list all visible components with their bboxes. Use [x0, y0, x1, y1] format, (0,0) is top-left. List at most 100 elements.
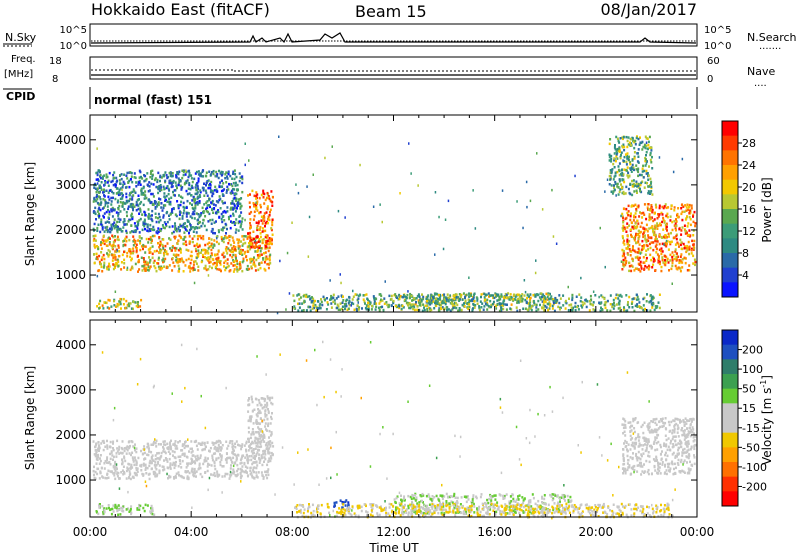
- power-cell: [457, 298, 460, 301]
- power-cell: [671, 264, 674, 268]
- power-cell: [115, 180, 118, 184]
- power-cell: [215, 175, 218, 178]
- power-cell: [453, 294, 456, 298]
- power-cell: [654, 236, 657, 239]
- power-cell: [622, 241, 625, 244]
- velocity-cell: [255, 454, 257, 458]
- power-cell: [646, 244, 649, 248]
- velocity-cell: [194, 455, 197, 458]
- power-cell: [648, 213, 651, 216]
- velocity-cell: [248, 455, 251, 458]
- power-cell: [684, 218, 687, 221]
- power-cell: [621, 215, 624, 218]
- power-cell: [646, 206, 649, 209]
- power-cell: [625, 135, 628, 139]
- power-cell: [196, 195, 199, 198]
- power-cell: [614, 174, 617, 177]
- power-cell: [635, 226, 638, 229]
- power-cell: [112, 243, 115, 247]
- power-cell: [469, 299, 472, 302]
- power-cell: [323, 297, 326, 300]
- power-cell: [340, 307, 343, 311]
- velocity-cell: [249, 446, 252, 450]
- power-cell: [157, 203, 160, 207]
- power-cell: [622, 265, 625, 268]
- velocity-cell: [213, 461, 216, 465]
- power-cell: [533, 301, 536, 305]
- power-cell: [237, 244, 240, 248]
- velocity-cell: [152, 472, 155, 476]
- power-cell: [666, 257, 669, 261]
- power-cell: [154, 200, 157, 204]
- power-cell: [248, 212, 251, 215]
- velocity-cell: [104, 445, 107, 448]
- power-cell: [117, 260, 120, 263]
- power-cell: [174, 235, 177, 239]
- power-cell: [153, 250, 156, 253]
- power-cell: [649, 309, 652, 312]
- power-cell: [216, 253, 219, 256]
- power-cell: [232, 207, 235, 210]
- power-cell: [210, 230, 213, 233]
- power-cell: [674, 264, 677, 268]
- velocity-cell: [228, 441, 231, 445]
- power-cell: [159, 268, 162, 271]
- power-cell: [632, 219, 635, 222]
- power-cell: [189, 228, 191, 232]
- power-cell: [331, 297, 334, 300]
- power-cell: [648, 165, 650, 168]
- power-cell: [100, 265, 103, 269]
- power-cell: [615, 155, 618, 158]
- power-cell: [238, 250, 241, 253]
- power-cell: [619, 188, 622, 191]
- velocity-cell: [121, 452, 124, 455]
- power-cell: [195, 188, 198, 192]
- power-cell: [577, 308, 580, 311]
- power-cell: [172, 261, 175, 264]
- power-cell: [100, 201, 103, 204]
- power-cell: [601, 295, 604, 299]
- power-cell: [265, 245, 268, 248]
- power-cell: [140, 256, 143, 259]
- power-cell: [498, 309, 501, 313]
- power-cell: [246, 264, 249, 268]
- power-cell: [640, 212, 643, 215]
- power-cell: [629, 214, 632, 218]
- power-cell: [191, 203, 193, 206]
- power-cell: [505, 308, 508, 311]
- power-cell: [237, 198, 240, 201]
- power-cell: [613, 184, 615, 187]
- power-cell: [105, 266, 108, 269]
- power-cell: [227, 242, 230, 245]
- power-cell: [193, 235, 196, 238]
- power-cell: [658, 213, 661, 216]
- power-cell: [570, 308, 573, 312]
- power-cell: [653, 212, 656, 215]
- velocity-cell: [114, 469, 117, 472]
- power-cell: [649, 209, 652, 212]
- power-cell: [105, 189, 108, 192]
- velocity-cell: [240, 470, 243, 473]
- power-cell: [188, 241, 191, 244]
- power-cell: [683, 210, 686, 213]
- power-cell: [96, 193, 98, 197]
- power-cell: [194, 192, 197, 196]
- power-cell: [180, 257, 183, 260]
- velocity-cell: [214, 474, 217, 478]
- power-cell: [337, 305, 340, 308]
- power-cell: [185, 248, 188, 252]
- power-noise-cell: [442, 247, 445, 251]
- power-cell: [171, 249, 173, 252]
- power-cell: [162, 206, 165, 210]
- power-cell: [644, 307, 646, 311]
- power-cell: [616, 151, 619, 155]
- power-cell: [608, 155, 611, 159]
- power-cell: [681, 266, 684, 269]
- power-cell: [637, 298, 640, 301]
- velocity-cell: [259, 430, 262, 433]
- power-cell: [182, 222, 185, 226]
- power-cell: [463, 302, 465, 305]
- power-cell: [189, 222, 191, 226]
- power-cell: [678, 227, 681, 231]
- power-cell: [632, 227, 635, 230]
